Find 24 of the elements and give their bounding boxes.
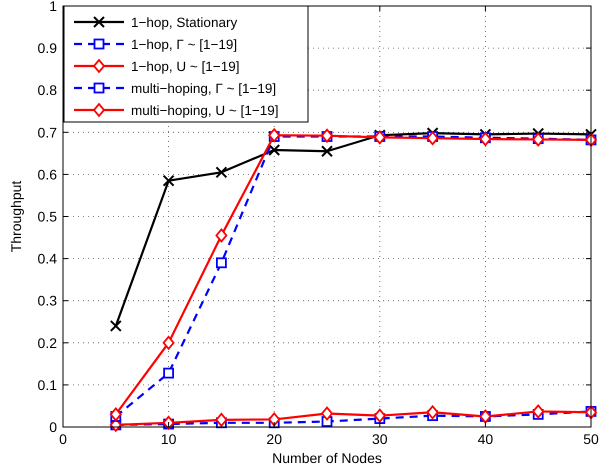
x-tick-label: 20	[266, 431, 282, 447]
x-tick-label: 50	[583, 431, 599, 447]
legend-label: multi−hoping, Γ ~ [1−19]	[131, 81, 276, 96]
y-tick-label: 0.5	[38, 208, 58, 224]
legend-label: 1−hop, U ~ [1−19]	[131, 59, 240, 74]
x-tick-label: 10	[160, 431, 177, 447]
x-axis-title: Number of Nodes	[272, 450, 382, 466]
y-tick-label: 0.9	[38, 40, 58, 56]
y-tick-label: 0.2	[38, 334, 58, 351]
legend-label: 1−hop, Γ ~ [1−19]	[131, 37, 238, 52]
y-tick-label: 1	[49, 0, 58, 14]
x-tick-label: 0	[59, 431, 68, 447]
y-tick-label: 0.6	[38, 166, 58, 182]
y-tick-label: 0.8	[38, 82, 58, 98]
y-tick-label: 0.4	[38, 250, 58, 267]
x-tick-label: 30	[372, 431, 388, 447]
y-tick-label: 0	[49, 419, 58, 435]
y-axis-title: Throughput	[8, 180, 24, 252]
y-tick-label: 0.3	[38, 292, 58, 309]
y-tick-label: 0.7	[38, 124, 58, 140]
x-tick-label: 40	[478, 431, 494, 447]
y-tick-label: 0.1	[38, 376, 58, 393]
legend-label: multi−hoping, U ~ [1−19]	[131, 103, 278, 118]
legend-label: 1−hop, Stationary	[131, 15, 238, 30]
